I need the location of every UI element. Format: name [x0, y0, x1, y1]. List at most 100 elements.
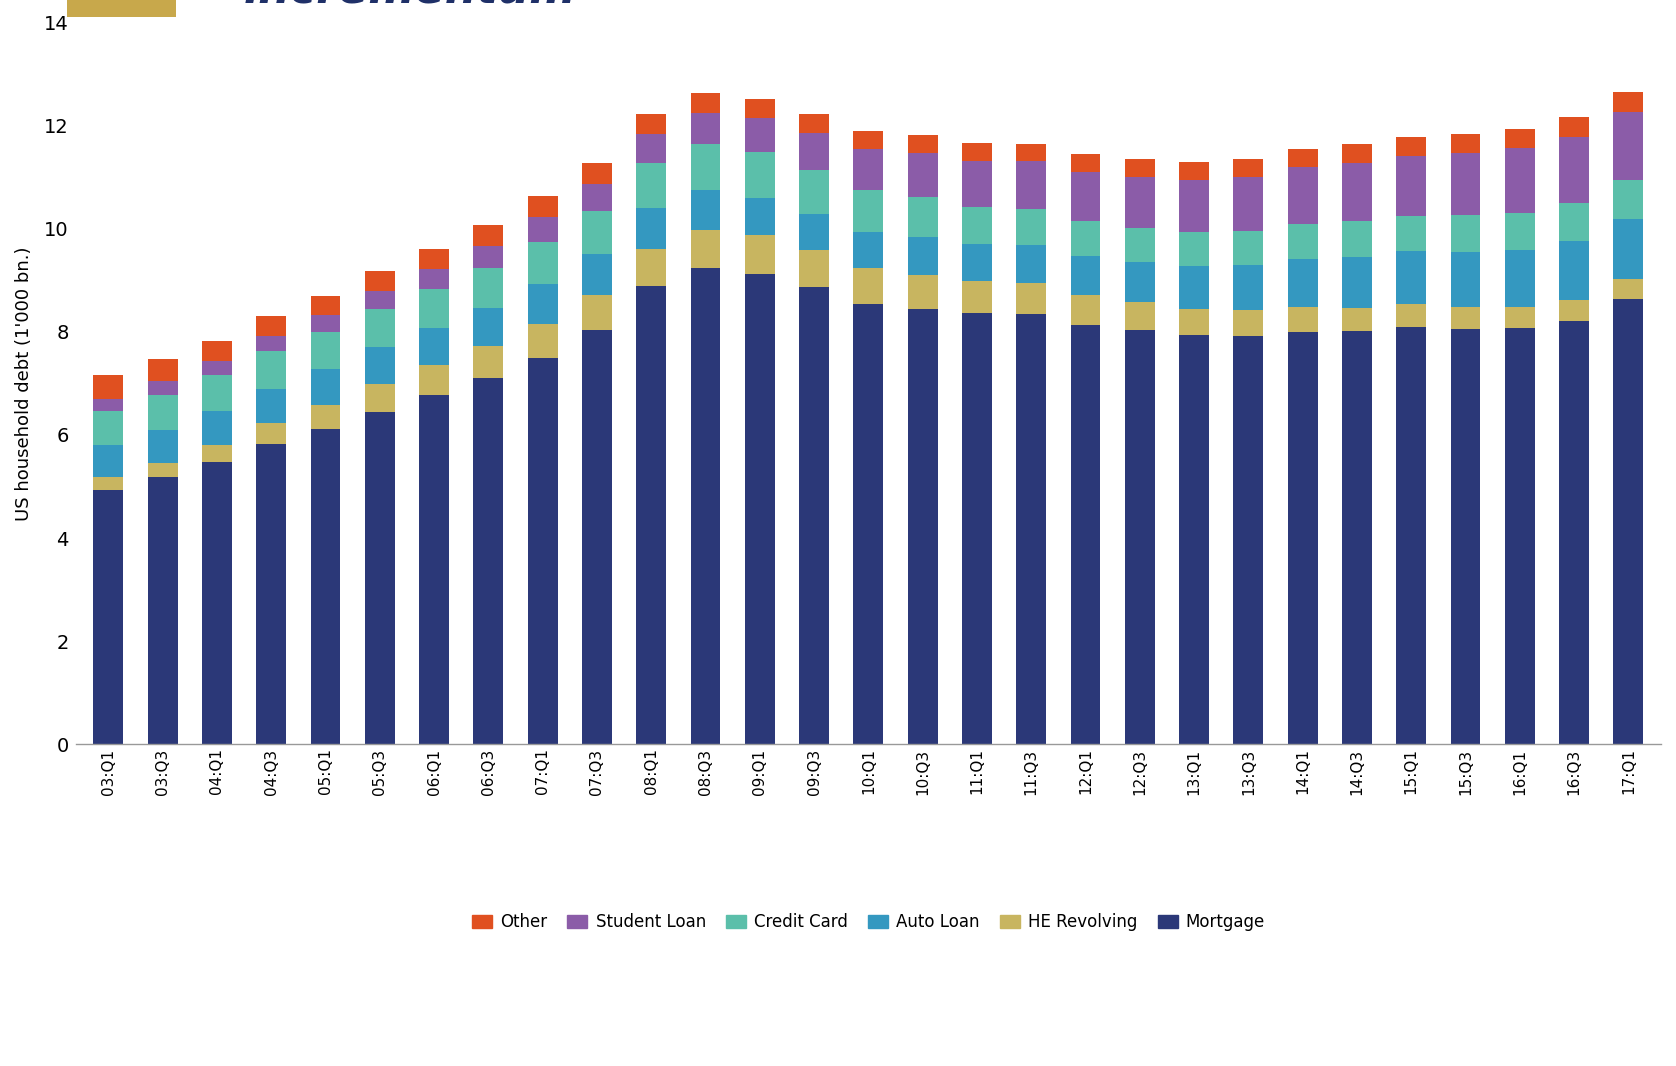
Bar: [1559, 203, 1589, 241]
Bar: [256, 388, 287, 423]
Bar: [744, 152, 774, 198]
Bar: [1396, 304, 1426, 326]
Bar: [1451, 307, 1480, 329]
Bar: [1342, 308, 1373, 332]
Bar: [691, 144, 721, 190]
Bar: [1451, 154, 1480, 215]
Bar: [1396, 252, 1426, 304]
Bar: [1234, 177, 1264, 230]
Bar: [365, 309, 396, 348]
Bar: [1234, 159, 1264, 177]
Bar: [1505, 249, 1535, 307]
Bar: [365, 271, 396, 291]
Bar: [310, 405, 340, 429]
Bar: [1287, 259, 1317, 307]
Bar: [582, 184, 612, 211]
Bar: [1614, 219, 1644, 279]
Bar: [256, 423, 287, 443]
Bar: [94, 478, 124, 489]
Bar: [1016, 209, 1046, 245]
Bar: [908, 275, 937, 309]
Bar: [528, 242, 558, 284]
Bar: [908, 152, 937, 197]
Bar: [1016, 282, 1046, 313]
Bar: [1125, 228, 1155, 261]
Bar: [473, 308, 503, 346]
Bar: [256, 336, 287, 352]
Bar: [1071, 155, 1101, 172]
Bar: [147, 382, 178, 394]
Bar: [637, 208, 665, 248]
Bar: [1125, 330, 1155, 744]
Bar: [528, 284, 558, 324]
Bar: [799, 133, 830, 171]
Bar: [1614, 92, 1644, 112]
Text: incrementum: incrementum: [243, 0, 577, 12]
Bar: [637, 163, 665, 208]
Bar: [744, 236, 774, 274]
Bar: [1071, 324, 1101, 744]
Bar: [203, 375, 231, 411]
Bar: [419, 289, 449, 327]
Bar: [799, 114, 830, 133]
Bar: [365, 384, 396, 413]
Bar: [637, 286, 665, 744]
Bar: [582, 330, 612, 744]
Bar: [419, 269, 449, 289]
Bar: [1287, 149, 1317, 167]
Bar: [528, 217, 558, 242]
Bar: [1125, 159, 1155, 177]
Bar: [310, 370, 340, 405]
Bar: [1342, 257, 1373, 308]
Bar: [691, 268, 721, 744]
Bar: [1234, 230, 1264, 265]
Bar: [962, 207, 992, 244]
Bar: [528, 357, 558, 744]
Bar: [473, 378, 503, 744]
Bar: [1180, 336, 1208, 744]
Bar: [147, 430, 178, 463]
Bar: [691, 190, 721, 230]
Bar: [1559, 117, 1589, 136]
Bar: [473, 246, 503, 268]
Bar: [962, 143, 992, 161]
Bar: [473, 346, 503, 378]
Bar: [744, 198, 774, 236]
Bar: [637, 134, 665, 163]
Bar: [1451, 134, 1480, 154]
Bar: [1287, 224, 1317, 259]
Bar: [1342, 144, 1373, 163]
Bar: [799, 171, 830, 214]
Bar: [1125, 261, 1155, 303]
Bar: [799, 288, 830, 744]
Bar: [1505, 148, 1535, 213]
Bar: [310, 295, 340, 314]
Bar: [908, 135, 937, 152]
Bar: [1451, 329, 1480, 744]
Bar: [908, 309, 937, 744]
Bar: [1180, 162, 1208, 180]
Bar: [203, 446, 231, 463]
Bar: [1071, 222, 1101, 256]
Bar: [582, 163, 612, 184]
Bar: [310, 429, 340, 744]
Bar: [744, 118, 774, 152]
Bar: [147, 358, 178, 382]
Bar: [691, 93, 721, 113]
Bar: [1016, 161, 1046, 209]
Bar: [1071, 172, 1101, 222]
Bar: [256, 443, 287, 744]
Bar: [582, 255, 612, 295]
Bar: [1234, 310, 1264, 336]
Bar: [1342, 332, 1373, 744]
Bar: [147, 463, 178, 478]
Bar: [1559, 301, 1589, 321]
Bar: [1016, 313, 1046, 744]
Bar: [1287, 307, 1317, 332]
Bar: [1287, 167, 1317, 224]
Bar: [1125, 303, 1155, 330]
Bar: [365, 348, 396, 384]
Bar: [853, 231, 883, 268]
Bar: [1125, 177, 1155, 228]
Bar: [419, 395, 449, 744]
